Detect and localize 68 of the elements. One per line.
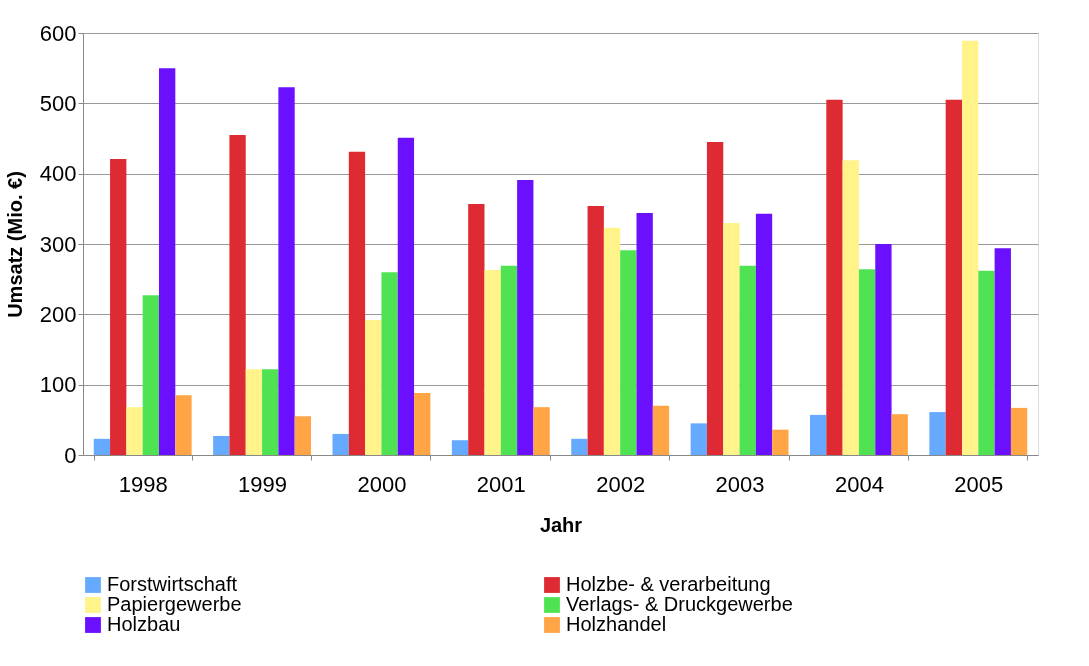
bar: [620, 250, 637, 455]
bar: [500, 265, 518, 455]
x-tick-label: 2002: [596, 471, 646, 497]
bar: [1010, 407, 1028, 455]
bar: [723, 222, 740, 455]
bar: [945, 99, 962, 455]
bar: [484, 270, 501, 455]
bar: [571, 438, 588, 455]
bar: [213, 436, 230, 455]
bar: [533, 407, 550, 455]
bar: [262, 369, 279, 455]
bar: [587, 206, 604, 455]
bar: [978, 270, 995, 455]
y-axis-title: Umsatz (Mio. €): [3, 171, 26, 318]
legend-label: Forstwirtschaft: [107, 573, 238, 595]
bar: [175, 395, 192, 455]
legend-label: Holzbe- & verarbeitung: [566, 573, 771, 595]
bar: [690, 423, 707, 455]
bar: [451, 440, 469, 455]
bar: [245, 369, 263, 455]
bar: [891, 414, 908, 455]
x-tick-label: 2003: [715, 471, 765, 497]
bar: [348, 151, 366, 455]
bar: [826, 99, 843, 455]
bar: [278, 87, 295, 455]
bar: [739, 265, 756, 455]
bar: [842, 160, 859, 455]
bar: [229, 134, 246, 455]
bar: [332, 433, 349, 455]
y-tick-label: 100: [39, 372, 77, 398]
bar: [381, 272, 398, 455]
bar: [755, 213, 773, 455]
bar: [142, 295, 159, 455]
y-tick-label: 600: [39, 20, 77, 46]
x-tick-label: 1999: [238, 471, 288, 497]
bar: [809, 414, 827, 455]
bar: [517, 180, 534, 455]
bar: [110, 158, 127, 455]
bar: [414, 393, 431, 455]
x-tick-label: 2001: [476, 471, 526, 497]
y-tick-label: 400: [39, 161, 77, 187]
bar: [929, 412, 946, 455]
bar: [994, 248, 1011, 455]
x-tick-label: 2004: [834, 471, 884, 497]
bar: [93, 438, 111, 455]
bar: [294, 416, 312, 455]
y-tick-label: 500: [39, 90, 77, 116]
x-tick-label: 1998: [118, 471, 168, 497]
legend-label: Papiergewerbe: [107, 593, 242, 615]
bar: [706, 142, 724, 455]
bar: [858, 269, 876, 455]
bar: [159, 68, 176, 455]
y-tick-label: 0: [64, 442, 77, 468]
bar: [962, 40, 979, 455]
x-axis-title: Jahr: [539, 513, 583, 536]
x-tick-label: 2000: [357, 471, 407, 497]
x-tick-label: 2005: [954, 471, 1004, 497]
bar: [603, 227, 621, 455]
bar: [636, 213, 653, 455]
y-tick-label: 200: [39, 301, 77, 327]
bar: [875, 244, 892, 455]
bar: [468, 203, 485, 455]
bar: [772, 429, 789, 455]
y-tick-label: 300: [39, 231, 77, 257]
bar: [652, 405, 670, 455]
bar: [365, 319, 382, 455]
bar: [397, 137, 415, 455]
bar: [126, 407, 143, 455]
